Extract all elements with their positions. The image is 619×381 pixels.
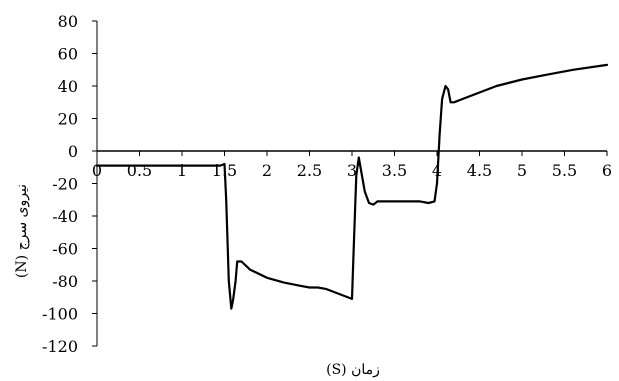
y-tick-labels: 80 60 40 20 0 -20 -40 -60 -80 -100 -120 xyxy=(42,12,78,356)
x-axis-title: زمان (S) xyxy=(326,362,380,378)
x-tick-labels: 0 0.5 1 1.5 2 2.5 3 3.5 4 4.5 5 5.5 6 xyxy=(92,161,612,180)
x-tick-label: 1.5 xyxy=(212,161,237,180)
x-tick-label: 6 xyxy=(602,161,612,180)
y-tick-label: -20 xyxy=(52,175,78,194)
data-series xyxy=(95,63,609,310)
x-tick-label: 2.5 xyxy=(297,161,322,180)
x-tick-label: 0.5 xyxy=(127,161,152,180)
y-tick-label: -40 xyxy=(52,207,78,226)
y-tick-label: -100 xyxy=(42,305,78,324)
x-tick-label: 4 xyxy=(432,161,442,180)
y-tick-label: 60 xyxy=(58,45,78,64)
y-tick-label: -80 xyxy=(52,272,78,291)
y-axis-title: نیروی سرج (N) xyxy=(14,184,30,278)
y-tick-label: 20 xyxy=(58,110,78,129)
y-tick-label: 40 xyxy=(58,77,78,96)
y-tick-label: 0 xyxy=(68,142,78,161)
x-tick-label: 3 xyxy=(347,161,357,180)
y-axis xyxy=(92,20,98,347)
y-tick-label: 80 xyxy=(58,12,78,31)
x-tick-label: 1 xyxy=(177,161,187,180)
series-line xyxy=(95,63,609,310)
x-tick-label: 3.5 xyxy=(382,161,407,180)
x-tick-label: 4.5 xyxy=(467,161,492,180)
x-tick-label: 5.5 xyxy=(552,161,577,180)
x-axis xyxy=(96,150,608,156)
y-tick-label: -60 xyxy=(52,240,78,259)
y-tick-label: -120 xyxy=(42,337,78,356)
x-tick-label: 5 xyxy=(517,161,527,180)
x-tick-label: 2 xyxy=(262,161,272,180)
x-tick-label: 0 xyxy=(92,161,102,180)
